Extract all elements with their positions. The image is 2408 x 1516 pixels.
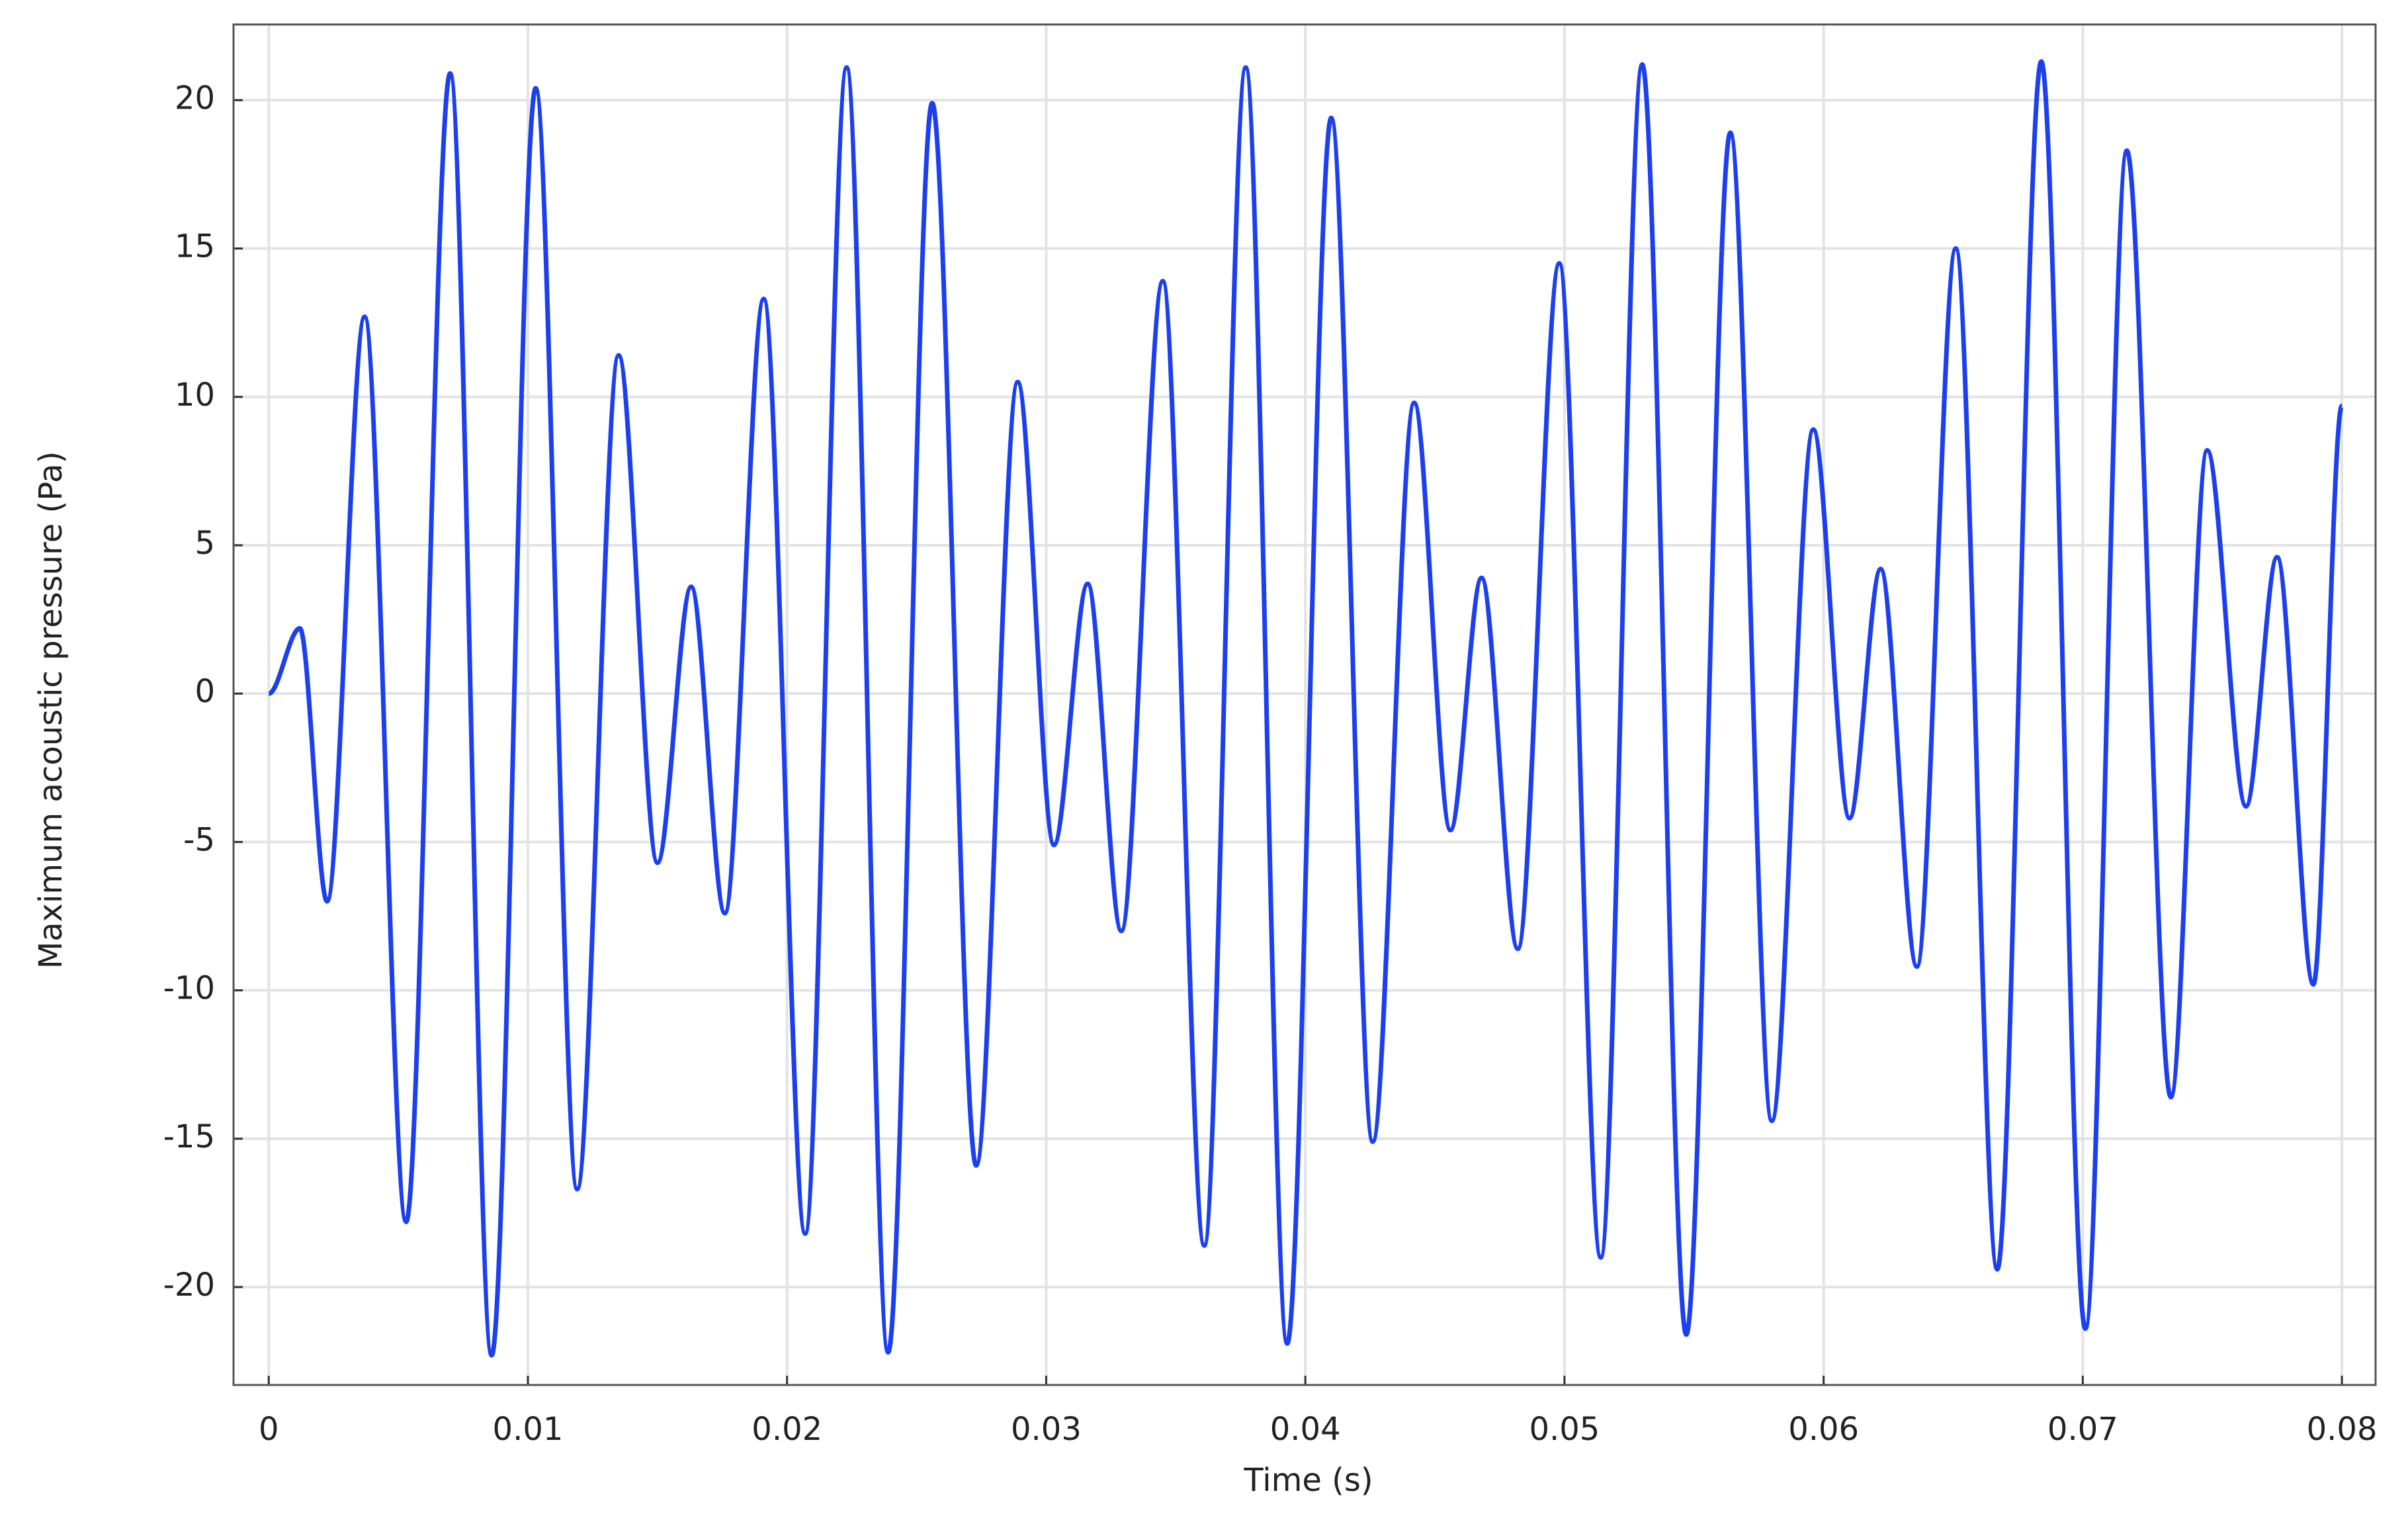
x-tick-label: 0.01 <box>493 1411 564 1448</box>
y-tick-label: -10 <box>163 970 215 1007</box>
plot-frame <box>232 23 2377 1386</box>
y-tick-label: 15 <box>175 228 215 265</box>
x-tick-label: 0.02 <box>752 1411 822 1448</box>
x-tick-label: 0.05 <box>1529 1411 1600 1448</box>
y-axis-label: Maximum acoustic pressure (Pa) <box>32 451 69 969</box>
x-tick-label: 0 <box>259 1411 279 1448</box>
x-tick-label: 0.08 <box>2307 1411 2378 1448</box>
data-line <box>267 59 2344 1358</box>
x-tick-label: 0.07 <box>2047 1411 2118 1448</box>
x-axis-label: Time (s) <box>1243 1462 1373 1499</box>
x-tick-label: 0.04 <box>1270 1411 1341 1448</box>
y-tick-label: -15 <box>163 1118 215 1155</box>
y-tick-label: -5 <box>183 821 215 858</box>
y-tick-label: 20 <box>175 79 215 116</box>
y-tick-label: -20 <box>163 1267 215 1304</box>
x-tick-label: 0.03 <box>1011 1411 1082 1448</box>
y-tick-label: 5 <box>194 525 215 562</box>
y-tick-label: 0 <box>194 673 215 710</box>
y-tick-label: 10 <box>175 377 215 414</box>
x-tick-label: 0.06 <box>1788 1411 1859 1448</box>
